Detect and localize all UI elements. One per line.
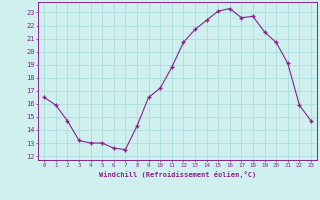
X-axis label: Windchill (Refroidissement éolien,°C): Windchill (Refroidissement éolien,°C) [99, 171, 256, 178]
